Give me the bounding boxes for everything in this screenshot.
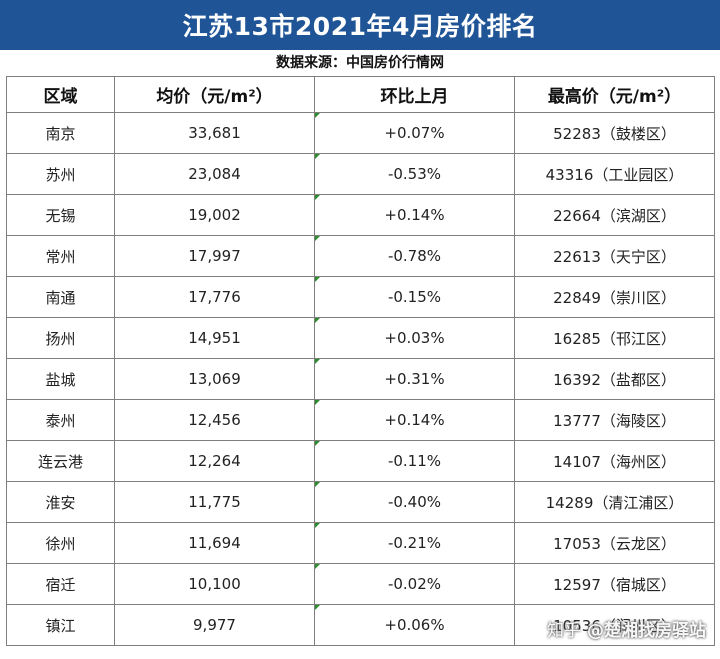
- max-price-cell: 16392（盐都区）: [514, 358, 715, 400]
- max-price-cell: 10536（润州区）: [514, 604, 715, 646]
- region-cell: 泰州: [6, 399, 115, 441]
- header-average-price: 均价（元/m²）: [114, 76, 315, 113]
- region-cell: 无锡: [6, 194, 115, 236]
- average-price-cell: 23,084: [114, 153, 315, 195]
- average-price-cell: 19,002: [114, 194, 315, 236]
- average-price-cell: 33,681: [114, 112, 315, 154]
- month-change-cell: -0.02%: [314, 563, 515, 605]
- table-row: 无锡 19,002 +0.14% 22664（滨湖区）: [6, 194, 715, 236]
- max-price-cell: 43316（工业园区）: [514, 153, 715, 195]
- month-change-cell: -0.40%: [314, 481, 515, 523]
- table-row: 泰州 12,456 +0.14% 13777（海陵区）: [6, 399, 715, 441]
- max-price-cell: 12597（宿城区）: [514, 563, 715, 605]
- watermark-platform: 知乎: [547, 621, 581, 641]
- table-row: 南通 17,776 -0.15% 22849（崇川区）: [6, 276, 715, 318]
- average-price-cell: 11,775: [114, 481, 315, 523]
- average-price-cell: 17,997: [114, 235, 315, 277]
- month-change-cell: -0.15%: [314, 276, 515, 318]
- average-price-cell: 11,694: [114, 522, 315, 564]
- header-max-price: 最高价（元/m²）: [514, 76, 715, 113]
- max-price-cell: 22613（天宁区）: [514, 235, 715, 277]
- max-price-cell: 16285（邗江区）: [514, 317, 715, 359]
- month-change-cell: +0.03%: [314, 317, 515, 359]
- watermark-author: @楚湘找房驿站: [587, 621, 706, 641]
- table-row: 镇江 9,977 +0.06% 10536（润州区）: [6, 604, 715, 646]
- region-cell: 常州: [6, 235, 115, 277]
- data-source-note: 数据来源：中国房价行情网: [276, 55, 444, 71]
- region-cell: 盐城: [6, 358, 115, 400]
- average-price-cell: 17,776: [114, 276, 315, 318]
- max-price-cell: 52283（鼓楼区）: [514, 112, 715, 154]
- month-change-cell: +0.31%: [314, 358, 515, 400]
- price-ranking-table: 区域 均价（元/m²） 环比上月 最高价（元/m²） 南京 33,681 +0.07…: [6, 76, 715, 646]
- watermark: 知乎 @楚湘找房驿站: [547, 616, 706, 641]
- region-cell: 南京: [6, 112, 115, 154]
- month-change-cell: +0.14%: [314, 399, 515, 441]
- month-change-cell: -0.11%: [314, 440, 515, 482]
- max-price-cell: 17053（云龙区）: [514, 522, 715, 564]
- table-row: 徐州 11,694 -0.21% 17053（云龙区）: [6, 522, 715, 564]
- max-price-cell: 22849（崇川区）: [514, 276, 715, 318]
- region-cell: 苏州: [6, 153, 115, 195]
- max-price-cell: 14107（海州区）: [514, 440, 715, 482]
- average-price-cell: 9,977: [114, 604, 315, 646]
- table-header-row: 区域 均价（元/m²） 环比上月 最高价（元/m²）: [6, 76, 715, 113]
- average-price-cell: 12,264: [114, 440, 315, 482]
- table-row: 盐城 13,069 +0.31% 16392（盐都区）: [6, 358, 715, 400]
- month-change-cell: +0.07%: [314, 112, 515, 154]
- region-cell: 淮安: [6, 481, 115, 523]
- month-change-cell: -0.53%: [314, 153, 515, 195]
- table-row: 淮安 11,775 -0.40% 14289（清江浦区）: [6, 481, 715, 523]
- max-price-cell: 22664（滨湖区）: [514, 194, 715, 236]
- region-cell: 扬州: [6, 317, 115, 359]
- region-cell: 连云港: [6, 440, 115, 482]
- average-price-cell: 12,456: [114, 399, 315, 441]
- table-row: 扬州 14,951 +0.03% 16285（邗江区）: [6, 317, 715, 359]
- header-month-change: 环比上月: [314, 76, 515, 113]
- region-cell: 徐州: [6, 522, 115, 564]
- average-price-cell: 10,100: [114, 563, 315, 605]
- table-row: 连云港 12,264 -0.11% 14107（海州区）: [6, 440, 715, 482]
- max-price-cell: 13777（海陵区）: [514, 399, 715, 441]
- month-change-cell: +0.06%: [314, 604, 515, 646]
- month-change-cell: -0.21%: [314, 522, 515, 564]
- table-body: 南京 33,681 +0.07% 52283（鼓楼区） 苏州 23,084 -0.53% 43…: [6, 112, 715, 646]
- table-row: 宿迁 10,100 -0.02% 12597（宿城区）: [6, 563, 715, 605]
- region-cell: 镇江: [6, 604, 115, 646]
- table-row: 常州 17,997 -0.78% 22613（天宁区）: [6, 235, 715, 277]
- month-change-cell: +0.14%: [314, 194, 515, 236]
- table-row: 苏州 23,084 -0.53% 43316（工业园区）: [6, 153, 715, 195]
- average-price-cell: 13,069: [114, 358, 315, 400]
- month-change-cell: -0.78%: [314, 235, 515, 277]
- max-price-cell: 14289（清江浦区）: [514, 481, 715, 523]
- average-price-cell: 14,951: [114, 317, 315, 359]
- header-region: 区域: [6, 76, 115, 113]
- region-cell: 宿迁: [6, 563, 115, 605]
- page-title: 江苏13市2021年4月房价排名: [0, 0, 720, 50]
- table-row: 南京 33,681 +0.07% 52283（鼓楼区）: [6, 112, 715, 154]
- region-cell: 南通: [6, 276, 115, 318]
